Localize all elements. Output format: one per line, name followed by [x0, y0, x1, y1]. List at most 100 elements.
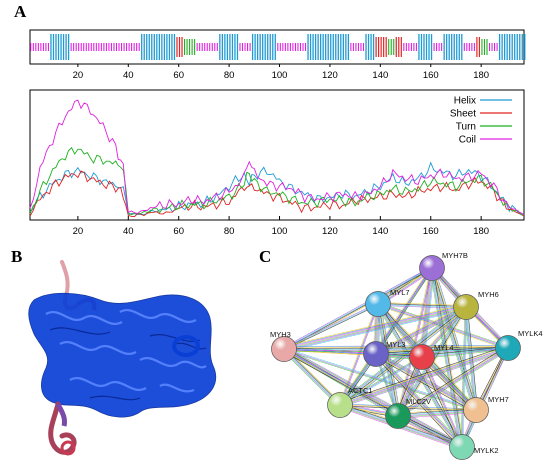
network-node-circle: [463, 397, 489, 423]
track-segment-sheet: [375, 37, 387, 57]
network-node-mylk4: MYLK4: [495, 329, 543, 361]
line-chart-tick-label: 60: [173, 226, 184, 237]
network-node-circle: [271, 336, 297, 362]
network-node-mylk2: MYLK2: [449, 434, 499, 460]
track-tick-label: 120: [322, 70, 338, 81]
track-segment-helix: [498, 34, 526, 60]
structure-propensity-chart: 20 40 60 80 100 120 140 160 180 Helix Sheet Turn Co…: [29, 89, 525, 237]
network-edge: [283, 302, 379, 351]
network-node-label: MYH3: [270, 330, 291, 339]
track-segment-helix: [443, 34, 463, 60]
line-chart-tick-label: 100: [272, 226, 288, 237]
track-tick-label: 80: [224, 70, 235, 81]
track-segment-sheet: [176, 37, 183, 57]
network-node-circle: [385, 403, 411, 429]
line-chart-tick-label: 140: [372, 226, 388, 237]
network-node-circle: [495, 335, 521, 361]
network-node-actc1: ACTC1: [327, 386, 373, 418]
track-segment-coil: [30, 43, 49, 51]
track-tick-label: 100: [272, 70, 288, 81]
track-segment-helix: [50, 34, 70, 60]
network-edge: [397, 407, 477, 419]
line-series-helix: [29, 161, 525, 216]
network-node-myl4: MYL4: [409, 343, 454, 370]
network-node-circle: [449, 434, 475, 460]
network-node-label: MYLK4: [518, 329, 543, 338]
network-node-myh7: MYH7: [463, 395, 509, 423]
network-node-label: MYL3: [386, 340, 406, 349]
track-tick-label: 40: [123, 70, 134, 81]
line-chart-tick-label: 20: [73, 226, 84, 237]
network-node-circle: [419, 255, 445, 281]
secondary-structure-track: 20 40 60 80 100 120 140 160 180: [29, 29, 526, 81]
line-chart-tick-label: 80: [224, 226, 235, 237]
panel-a-label: A: [14, 2, 27, 21]
line-series-sheet: [29, 170, 525, 217]
track-segment-coil: [239, 43, 251, 51]
track-segment-helix: [251, 34, 276, 60]
protein-interaction-network: MYH7B MYL7 MYH6 MYH3 MYL3 MYL4 MYLK4 ACTC1 MLC2V…: [270, 251, 543, 460]
line-chart-tick-label: 160: [423, 226, 439, 237]
track-segment-coil: [488, 43, 498, 51]
line-series-coil: [29, 99, 525, 216]
track-segment-coil: [350, 43, 365, 51]
track-tick-label: 140: [372, 70, 388, 81]
network-edge: [339, 345, 509, 408]
track-tick-label: 60: [173, 70, 184, 81]
chart-legend: Helix Sheet Turn Coil: [450, 96, 512, 146]
network-node-circle: [363, 341, 389, 367]
legend-label-helix: Helix: [454, 96, 476, 107]
panel-b-label: B: [11, 247, 23, 266]
network-node-myh3: MYH3: [270, 330, 297, 362]
track-segment-coil: [196, 43, 218, 51]
network-node-mlc2v: MLC2V: [385, 397, 431, 429]
network-edge: [374, 351, 478, 413]
track-tick-label: 20: [73, 70, 84, 81]
network-node-circle: [409, 344, 435, 370]
line-series-turn: [29, 147, 524, 216]
track-segment-coil: [403, 43, 417, 51]
network-edge: [396, 346, 510, 418]
network-node-myl7: MYL7: [365, 288, 410, 317]
network-node-label: ACTC1: [348, 386, 373, 395]
line-chart-tick-label: 120: [322, 226, 338, 237]
track-segment-helix: [418, 34, 433, 60]
track-segment-sheet: [476, 37, 481, 57]
network-node-label: MYH6: [478, 290, 499, 299]
legend-label-coil: Coil: [459, 135, 476, 146]
track-segment-coil: [463, 43, 475, 51]
network-node-myh7b: MYH7B: [419, 251, 468, 281]
network-edge: [429, 267, 465, 448]
network-node-label: MYLK2: [474, 446, 499, 455]
panel-c-label: C: [259, 247, 272, 266]
track-tick-label: 160: [423, 70, 439, 81]
network-node-label: MYH7B: [442, 251, 468, 260]
network-node-label: MLC2V: [406, 397, 431, 406]
network-edge: [339, 355, 423, 407]
track-segment-turn: [481, 39, 488, 55]
network-node-myh6: MYH6: [453, 290, 499, 320]
track-segment-coil: [277, 43, 307, 51]
line-chart-tick-label: 180: [473, 226, 489, 237]
network-edge: [283, 304, 467, 352]
track-segment-helix: [141, 34, 176, 60]
network-node-myl3: MYL3: [363, 340, 406, 367]
track-segment-turn: [183, 39, 196, 55]
legend-label-turn: Turn: [456, 122, 476, 133]
track-segment-turn: [388, 39, 395, 55]
track-tick-label: 180: [473, 70, 489, 81]
network-node-circle: [365, 291, 391, 317]
track-segment-coil: [70, 43, 140, 51]
network-node-circle: [453, 294, 479, 320]
track-segment-coil: [433, 43, 443, 51]
line-chart-tick-label: 40: [123, 226, 134, 237]
line-chart-frame: [29, 89, 525, 221]
track-segment-sheet: [395, 37, 402, 57]
track-segment-helix: [307, 34, 350, 60]
track-segment-helix: [219, 34, 239, 60]
protein-3d-structure: [28, 260, 216, 456]
network-node-label: MYH7: [488, 395, 509, 404]
network-node-circle: [327, 392, 353, 418]
network-node-label: MYL7: [390, 288, 410, 297]
